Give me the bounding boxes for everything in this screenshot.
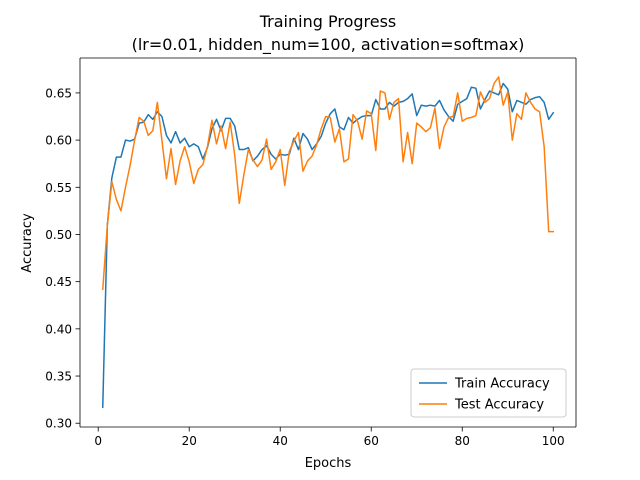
series-layer (101, 76, 555, 408)
legend-label-1: Test Accuracy (454, 398, 544, 413)
x-tick-label: 100 (542, 434, 565, 448)
chart-subtitle: (lr=0.01, hidden_num=100, activation=sof… (132, 35, 525, 55)
series-line-test (101, 76, 554, 291)
axes-layer: 0 20 40 60 80 100 0.30 0.35 0.40 0.45 0.50 0.55 0.60… (45, 57, 577, 448)
x-tick-label: 0 (94, 434, 102, 448)
chart-title: Training Progress (259, 12, 397, 31)
x-axis-label: Epochs (305, 456, 352, 471)
y-tick-label: 0.40 (45, 322, 72, 336)
y-tick-label: 0.60 (45, 134, 72, 148)
legend-box (410, 368, 567, 418)
x-tick-label: 40 (273, 434, 288, 448)
y-tick-label: 0.55 (45, 181, 72, 195)
y-axis-label: Accuracy (20, 213, 35, 273)
x-tick-label: 20 (182, 434, 197, 448)
y-tick-label: 0.65 (45, 86, 72, 100)
y-tick-label: 0.45 (45, 275, 72, 289)
x-tick-label: 80 (455, 434, 470, 448)
x-tick-label: 60 (364, 434, 379, 448)
y-tick-label: 0.50 (45, 228, 72, 242)
y-tick-label: 0.30 (45, 417, 72, 431)
series-line-train (101, 82, 555, 408)
y-tick-label: 0.35 (45, 370, 72, 384)
legend-label-0: Train Accuracy (454, 377, 550, 392)
legend: Train Accuracy Test Accuracy (410, 368, 567, 418)
